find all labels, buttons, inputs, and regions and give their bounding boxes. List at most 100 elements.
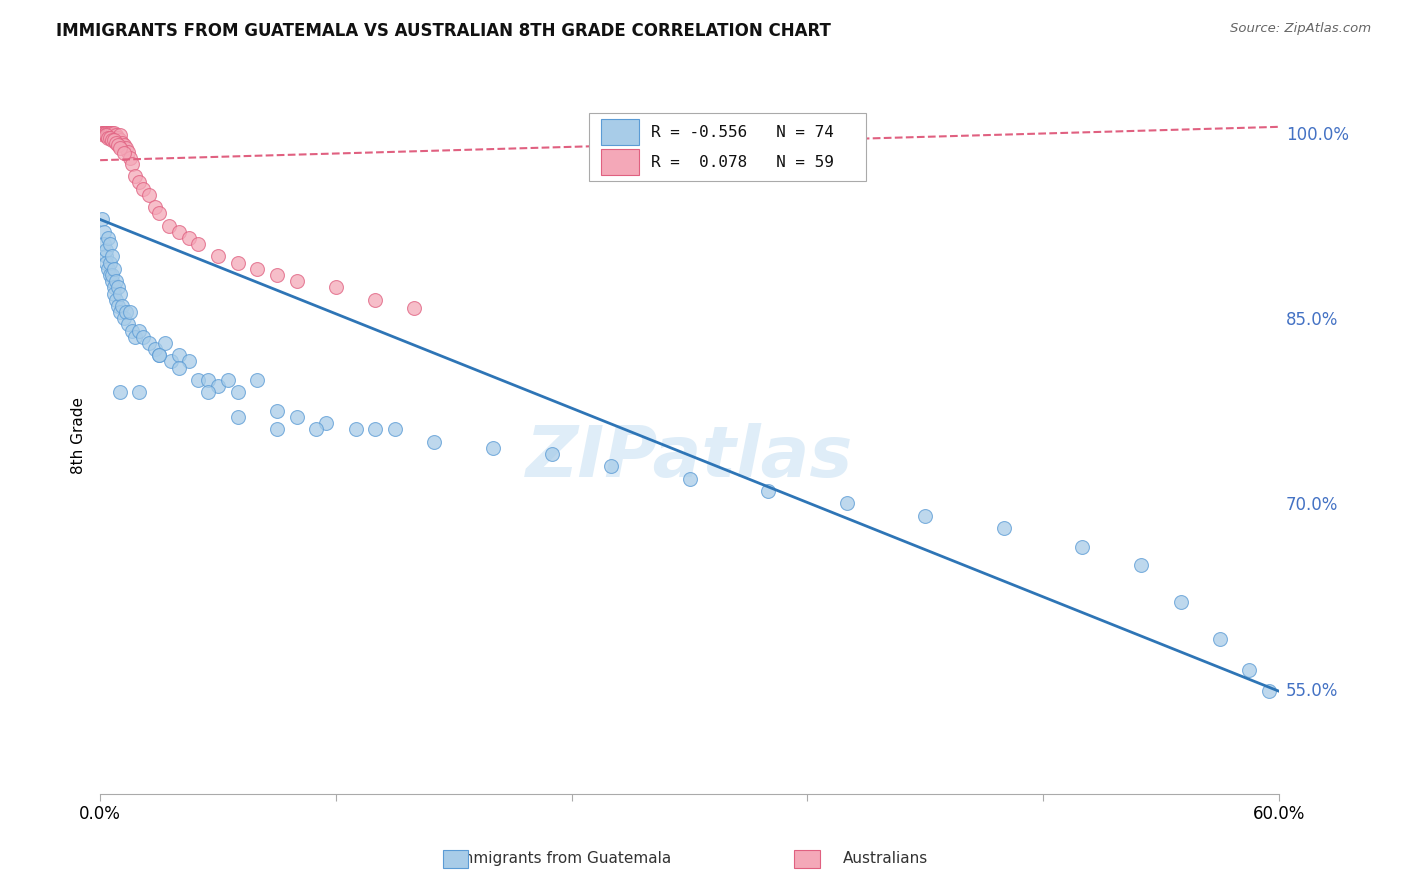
Point [1071, 540, 1094, 554]
Point [148, 348, 170, 362]
Text: R = -0.556   N = 74: R = -0.556 N = 74 [651, 125, 834, 140]
Bar [602, 120, 638, 145]
Point [94, 244, 117, 258]
Point [132, 181, 155, 195]
Point [103, 280, 125, 294]
Point [404, 301, 426, 316]
Point [482, 441, 505, 455]
Text: Source: ZipAtlas.com: Source: ZipAtlas.com [1230, 22, 1371, 36]
Point [111, 299, 134, 313]
Point [315, 416, 337, 430]
Text: R =  0.078   N = 59: R = 0.078 N = 59 [651, 154, 834, 169]
Point [285, 274, 308, 288]
Point [98, 126, 121, 140]
Point [143, 342, 166, 356]
Text: Australians: Australians [844, 851, 928, 865]
Point [108, 385, 131, 400]
Point [914, 508, 936, 523]
Point [114, 141, 136, 155]
Point [93, 126, 115, 140]
Point [91, 126, 114, 140]
Point [148, 206, 170, 220]
Point [226, 410, 249, 425]
Point [364, 422, 387, 436]
Point [305, 422, 328, 436]
Point [93, 128, 115, 143]
Point [384, 422, 406, 436]
Text: IMMIGRANTS FROM GUATEMALA VS AUSTRALIAN 8TH GRADE CORRELATION CHART: IMMIGRANTS FROM GUATEMALA VS AUSTRALIAN … [56, 22, 831, 40]
Point [246, 373, 269, 387]
Point [217, 373, 239, 387]
Point [197, 373, 219, 387]
Point [600, 459, 623, 474]
Point [104, 136, 127, 150]
Point [94, 255, 117, 269]
Point [108, 128, 131, 143]
Point [98, 268, 121, 282]
Point [541, 447, 564, 461]
Point [121, 157, 143, 171]
Text: Immigrants from Guatemala: Immigrants from Guatemala [454, 851, 671, 865]
Point [94, 128, 117, 143]
Point [107, 138, 129, 153]
Point [177, 354, 200, 368]
Point [104, 274, 127, 288]
Point [97, 131, 120, 145]
Point [167, 348, 190, 362]
Point [1130, 558, 1153, 573]
Point [423, 434, 446, 449]
Point [103, 131, 125, 145]
Point [187, 237, 209, 252]
Point [104, 128, 127, 143]
Point [94, 126, 117, 140]
FancyBboxPatch shape [589, 113, 866, 181]
Point [108, 133, 131, 147]
Point [103, 133, 125, 147]
Point [207, 379, 229, 393]
Point [101, 250, 124, 264]
Point [993, 521, 1015, 535]
Point [101, 128, 124, 143]
Point [266, 268, 288, 282]
Point [103, 261, 125, 276]
Point [148, 348, 170, 362]
Point [197, 385, 219, 400]
Point [835, 496, 858, 510]
Point [143, 200, 166, 214]
Point [1258, 684, 1281, 698]
Point [108, 305, 131, 319]
Point [112, 145, 135, 160]
Y-axis label: 8th Grade: 8th Grade [72, 397, 86, 474]
Point [285, 410, 308, 425]
Point [132, 330, 155, 344]
Text: ZIPatlas: ZIPatlas [526, 423, 853, 491]
Point [107, 131, 129, 145]
Point [108, 286, 131, 301]
Point [101, 268, 124, 282]
Point [97, 261, 120, 276]
Point [207, 250, 229, 264]
Point [98, 255, 121, 269]
Point [107, 299, 129, 313]
Point [108, 141, 131, 155]
Point [117, 145, 139, 159]
Point [364, 293, 387, 307]
Point [98, 131, 121, 145]
Point [167, 225, 190, 239]
Point [226, 385, 249, 400]
Point [1239, 663, 1261, 677]
Point [266, 404, 288, 418]
Point [101, 274, 124, 288]
Point [97, 128, 120, 143]
Point [103, 286, 125, 301]
Point [97, 126, 120, 140]
Point [128, 324, 150, 338]
Point [124, 330, 146, 344]
Point [1209, 632, 1232, 647]
Point [678, 472, 700, 486]
Point [93, 126, 115, 140]
Point [107, 133, 129, 147]
Point [103, 126, 125, 140]
Point [124, 169, 146, 184]
Point [128, 385, 150, 400]
